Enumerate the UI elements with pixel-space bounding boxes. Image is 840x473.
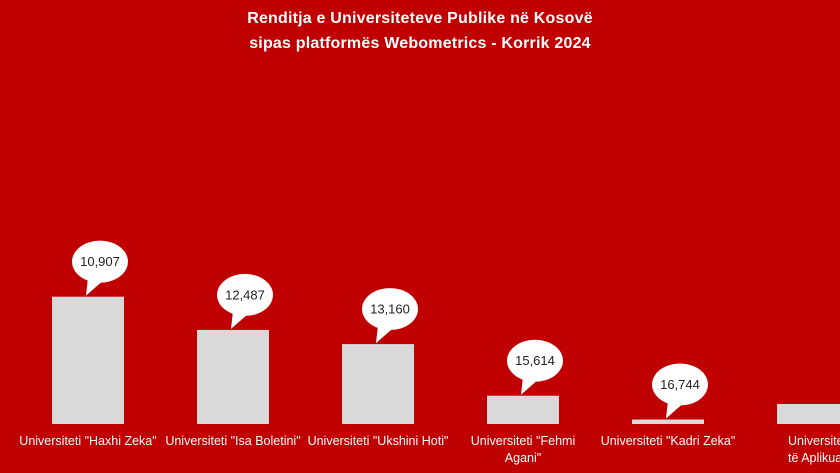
category-label-line: Universiteti "Haxhi Zeka" [19, 434, 157, 448]
chart-title-line-2: sipas platformës Webometrics - Korrik 20… [249, 35, 591, 52]
bar [52, 296, 124, 424]
data-label: 12,487 [225, 287, 265, 302]
category-label: Universite të Aplikua [788, 433, 840, 467]
data-label-callout: 10,907 [72, 240, 128, 296]
data-label: 13,160 [370, 302, 410, 317]
category-label: Universiteti "Kadri Zeka" [583, 433, 753, 450]
category-label-line: Universiteti "Fehmi [470, 434, 576, 448]
chart-title-line-1: Renditja e Universiteteve Publike në Kos… [247, 10, 593, 27]
category-label: Universiteti "Ukshini Hoti" [293, 433, 463, 450]
data-label: 16,744 [660, 377, 700, 392]
category-label-line: Universiteti "Kadri Zeka" [600, 434, 736, 448]
category-label: Universiteti "Fehmi Agani" [438, 433, 608, 467]
category-label-line: Universiteti "Ukshini Hoti" [307, 434, 449, 448]
category-label-line: të Aplikua [788, 451, 840, 465]
category-label: Universiteti "Haxhi Zeka" [3, 433, 173, 450]
category-label-line: Universiteti "Isa Boletini" [165, 434, 301, 448]
bar [342, 344, 414, 424]
category-label-line: Agani" [504, 451, 542, 465]
bar [197, 329, 269, 424]
bar [777, 404, 840, 424]
data-label-callout: 13,160 [362, 288, 418, 344]
data-label-callout: 12,487 [217, 273, 273, 329]
bar [632, 419, 704, 424]
category-label-line: Universite [788, 434, 840, 448]
data-label-callout: 15,614 [507, 339, 563, 395]
category-label: Universiteti "Isa Boletini" [148, 433, 318, 450]
data-label-callout: 16,744 [652, 363, 708, 419]
bar [487, 395, 559, 424]
data-label: 15,614 [515, 353, 555, 368]
data-label: 10,907 [80, 254, 120, 269]
